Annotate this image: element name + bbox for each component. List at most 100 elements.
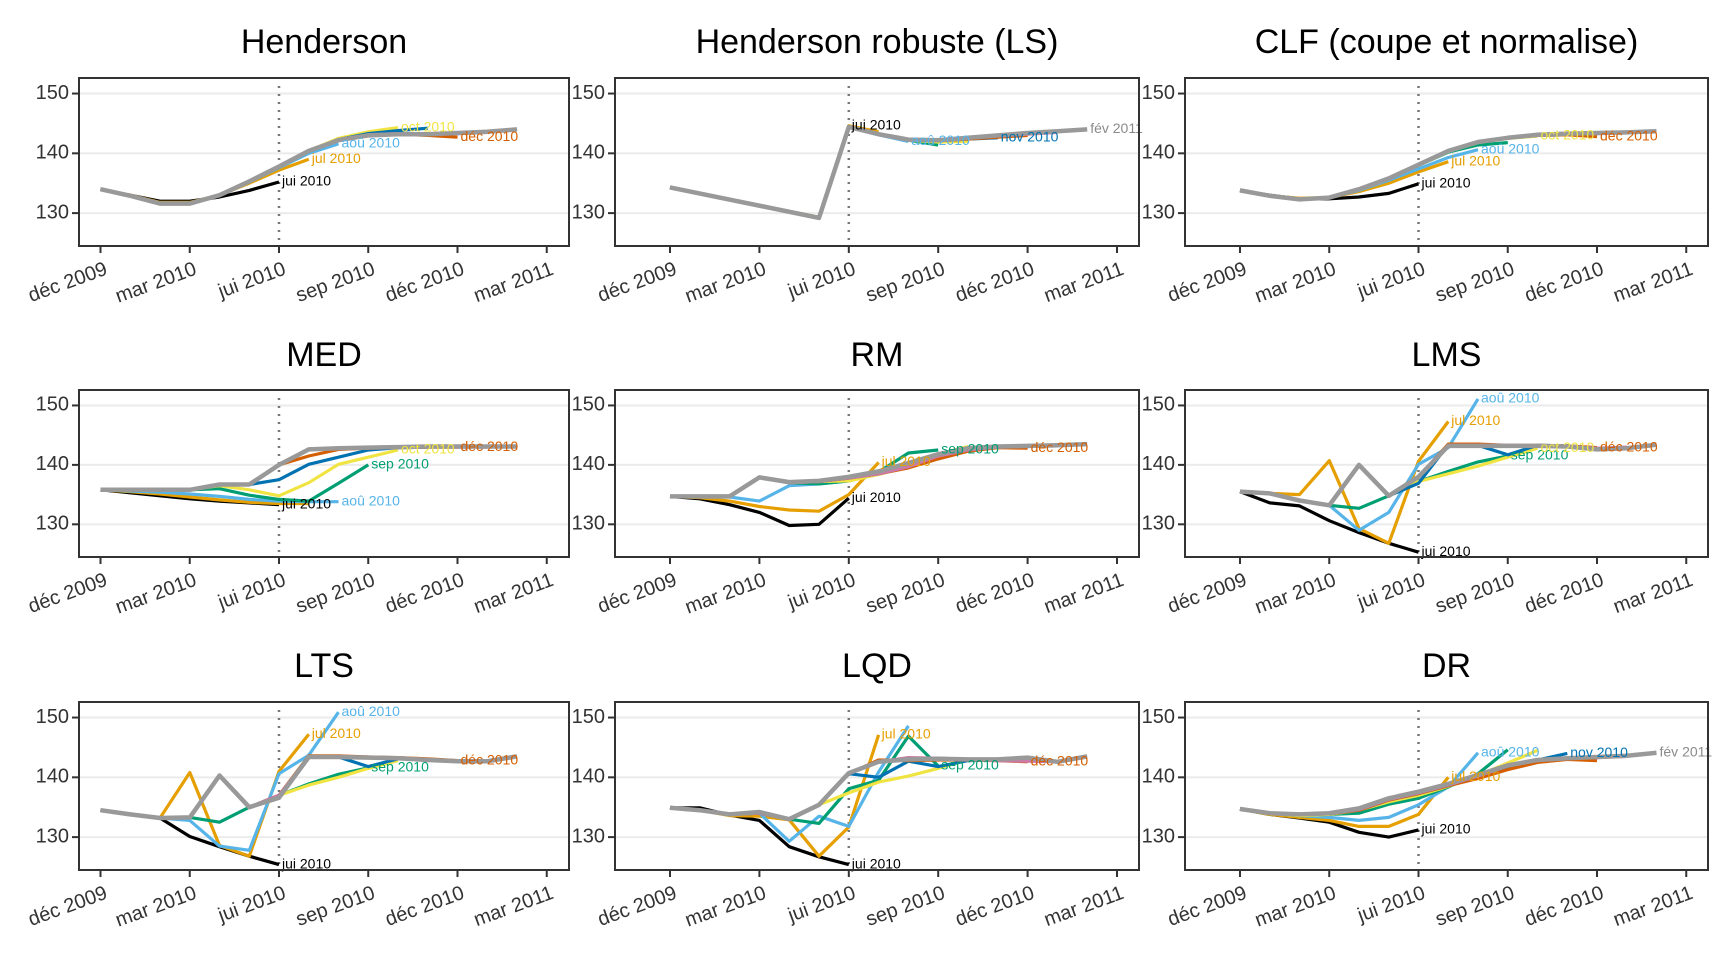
panel-lms: LMS 130 140 150 déc 2009 mar 2010 jui 2010 sep … xyxy=(1142,336,1709,619)
x-tick-label: jui 2010 xyxy=(214,258,288,303)
series-end-label: jui 2010 xyxy=(281,173,331,189)
series-end-label: déc 2010 xyxy=(1600,438,1658,454)
panel-title: Henderson robuste (LS) xyxy=(696,23,1059,61)
series-end-label: aoû 2010 xyxy=(1481,390,1540,406)
x-tick-label: mar 2011 xyxy=(471,882,557,931)
panel-title: Henderson xyxy=(241,23,407,61)
y-tick-label: 150 xyxy=(572,82,605,104)
x-tick-label: mar 2011 xyxy=(471,569,557,618)
x-tick-label: déc 2009 xyxy=(595,569,680,618)
panel-border xyxy=(1184,77,1709,247)
x-tick-label: déc 2010 xyxy=(1522,882,1607,931)
panel-title: LTS xyxy=(294,647,354,685)
y-tick-label: 150 xyxy=(572,706,605,728)
series-end-label: déc 2010 xyxy=(1031,439,1089,455)
series-end-label: aoû 2010 xyxy=(342,703,401,719)
x-tick-label: mar 2010 xyxy=(113,882,200,932)
x-tick-label: déc 2010 xyxy=(952,882,1037,931)
y-tick-label: 130 xyxy=(572,201,605,223)
panel-border xyxy=(78,701,570,871)
panel-title: DR xyxy=(1422,647,1471,685)
series-end-label: jui 2010 xyxy=(281,855,331,871)
panel-border xyxy=(78,77,570,247)
x-tick-label: jui 2010 xyxy=(784,882,858,927)
panel-title: LMS xyxy=(1412,336,1482,374)
series-end-label: jul 2010 xyxy=(311,150,361,166)
series-end-label: jul 2010 xyxy=(1450,412,1500,428)
x-tick-label: mar 2010 xyxy=(1252,569,1339,619)
series-line-fév-2011 xyxy=(100,127,518,206)
x-tick-label: mar 2011 xyxy=(1610,882,1696,931)
x-tick-label: sep 2010 xyxy=(1433,882,1518,931)
x-tick-label: déc 2009 xyxy=(1165,258,1250,307)
series-end-label: nov 2010 xyxy=(1001,128,1059,144)
series-end-label: déc 2010 xyxy=(461,751,519,767)
y-tick-label: 140 xyxy=(572,453,605,475)
x-tick-label: jui 2010 xyxy=(214,569,288,614)
panel-title: CLF (coupe et normalise) xyxy=(1255,23,1639,61)
x-tick-label: mar 2010 xyxy=(1252,882,1339,932)
y-tick-label: 130 xyxy=(1142,825,1175,847)
y-tick-label: 150 xyxy=(1142,394,1175,416)
x-tick-label: déc 2009 xyxy=(595,882,680,931)
y-tick-label: 150 xyxy=(36,82,69,104)
series-end-label: sep 2010 xyxy=(941,757,999,773)
series-line-fév-2011 xyxy=(1239,750,1657,817)
series-line-fév-2011 xyxy=(669,124,1088,221)
x-tick-label: déc 2009 xyxy=(25,882,110,931)
series-end-label: fév 2011 xyxy=(1090,120,1143,136)
series-line-fév-2011 xyxy=(669,754,1088,822)
series-end-label: sep 2010 xyxy=(941,441,999,457)
y-tick-label: 130 xyxy=(36,513,69,535)
panel-border xyxy=(1184,701,1709,871)
series-end-label: jui 2010 xyxy=(851,855,901,871)
y-tick-label: 140 xyxy=(572,142,605,164)
panel-title: LQD xyxy=(842,647,912,685)
x-tick-label: mar 2011 xyxy=(1610,258,1696,307)
series-line-fév-2011 xyxy=(1239,442,1657,508)
x-tick-label: sep 2010 xyxy=(293,882,378,931)
x-tick-label: déc 2009 xyxy=(595,258,680,307)
x-tick-label: déc 2010 xyxy=(1522,258,1607,307)
x-tick-label: sep 2010 xyxy=(1433,258,1518,307)
series-end-label: jui 2010 xyxy=(1421,543,1471,559)
series-end-label: aoû 2010 xyxy=(342,492,401,508)
x-tick-label: jui 2010 xyxy=(784,258,858,303)
panel-border xyxy=(78,389,570,558)
x-tick-label: mar 2010 xyxy=(682,569,769,619)
x-tick-label: jui 2010 xyxy=(1354,882,1428,927)
x-tick-label: mar 2010 xyxy=(113,258,200,308)
series-end-label: sep 2010 xyxy=(371,758,429,774)
series-end-label: jui 2010 xyxy=(1421,175,1471,191)
series-end-label: fév 2011 xyxy=(1660,744,1713,760)
y-tick-label: 130 xyxy=(572,513,605,535)
x-tick-label: mar 2010 xyxy=(1252,258,1339,308)
series-end-label: aoû 2010 xyxy=(1481,744,1540,760)
x-tick-label: déc 2010 xyxy=(382,882,467,931)
series-end-label: jui 2010 xyxy=(281,495,331,511)
series-end-label: sep 2010 xyxy=(371,456,429,472)
x-tick-label: mar 2010 xyxy=(682,882,769,932)
panel-clf-coupe-et-normalise: CLF (coupe et normalise) 130 140 150 déc 200… xyxy=(1142,23,1709,308)
y-tick-label: 140 xyxy=(1142,142,1175,164)
y-tick-label: 140 xyxy=(36,766,69,788)
x-tick-label: déc 2009 xyxy=(1165,569,1250,618)
series-end-label: sep 2010 xyxy=(1511,447,1569,463)
x-tick-label: sep 2010 xyxy=(293,569,378,618)
series-end-label: déc 2010 xyxy=(461,128,519,144)
y-tick-label: 150 xyxy=(1142,82,1175,104)
series-end-label: oct 2010 xyxy=(1541,127,1595,143)
x-tick-label: sep 2010 xyxy=(863,569,948,618)
y-tick-label: 150 xyxy=(572,394,605,416)
x-tick-label: jui 2010 xyxy=(784,569,858,614)
x-tick-label: sep 2010 xyxy=(863,882,948,931)
y-tick-label: 140 xyxy=(1142,453,1175,475)
y-tick-label: 130 xyxy=(1142,513,1175,535)
y-tick-label: 130 xyxy=(36,825,69,847)
x-tick-label: mar 2011 xyxy=(1610,569,1696,618)
